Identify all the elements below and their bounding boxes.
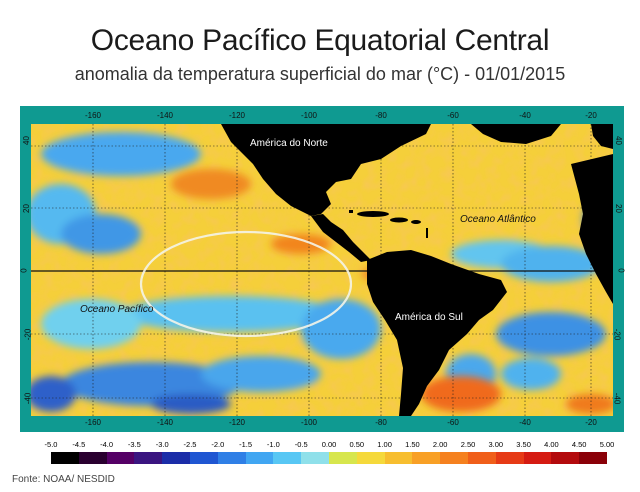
colorbar-tick-label: -5.0 [44,440,58,449]
colorbar-cell [189,452,218,464]
cool-anomaly-patches [31,132,613,414]
caribbean-islands [349,210,428,238]
lon-label-bottom: -160 [84,418,102,427]
highlight-ellipse [139,230,353,338]
lon-label-top: -120 [228,111,246,120]
colorbar-cell [551,452,580,464]
colorbar-cell [301,452,329,464]
page-subtitle: anomalia da temperatura superficial do m… [74,64,566,84]
lon-label-top: -80 [375,111,387,120]
colorbar-tick-label: -1.0 [266,440,280,449]
colorbar-cell [440,452,468,464]
colorbar [51,452,607,464]
label-atlantic-ocean: Oceano Atlântico [460,214,536,225]
colorbar-cell [579,452,607,464]
colorbar-cell [106,452,135,464]
source-credit: Fonte: NOAA/ NESDID [12,474,115,485]
label-south-america: América do Sul [395,312,463,323]
lon-label-bottom: -140 [156,418,174,427]
colorbar-tick-label: 4.50 [571,440,587,449]
lon-label-bottom: -120 [228,418,246,427]
lon-label-bottom: -80 [375,418,387,427]
label-pacific-ocean: Oceano Pacífico [80,304,154,315]
lat-label-left: 0 [19,268,29,273]
colorbar-cell [162,452,190,464]
colorbar-tick-label: -2.0 [211,440,225,449]
lon-label-bottom: -40 [519,418,531,427]
lat-label-right: 40 [614,136,624,145]
colorbar-tick-label: -2.5 [183,440,197,449]
lat-label-right: -20 [612,328,622,341]
colorbar-cell [467,452,496,464]
lon-label-top: -40 [519,111,531,120]
colorbar-cell [495,452,524,464]
colorbar-tick-label: 3.50 [516,440,531,449]
lon-label-top: -160 [84,111,102,120]
colorbar-cell [245,452,274,464]
lat-label-left: 20 [21,204,31,213]
north-america-landmass [221,124,431,216]
colorbar-tick-label: 4.00 [544,440,559,449]
central-america-landmass [311,214,371,262]
colorbar-cell [273,452,302,464]
greenland-landmass [471,124,561,144]
page-title: Oceano Pacífico Equatorial Central [90,24,550,57]
lat-label-right: 20 [614,204,624,213]
lon-label-top: -20 [585,111,597,120]
africa-landmass [571,154,613,304]
colorbar-tick-label: 1.50 [405,440,420,449]
colorbar-cell [412,452,441,464]
lon-label-bottom: -60 [447,418,459,427]
colorbar-tick-label: 1.00 [377,440,392,449]
colorbar-cell [134,452,163,464]
lat-label-left: 40 [21,136,31,145]
colorbar-tick-label: 3.00 [488,440,504,449]
colorbar-tick-label: 0.00 [321,440,337,449]
colorbar-cell [328,452,357,464]
lat-label-right: -40 [612,392,622,405]
colorbar-tick-label: -4.5 [72,440,86,449]
europe-landmass [591,124,613,149]
lon-label-top: -60 [447,111,459,120]
colorbar-cell [78,452,107,464]
colorbar-cell [384,452,413,464]
colorbar-tick-label: -3.5 [127,440,141,449]
colorbar-tick-label: 2.50 [460,440,476,449]
colorbar-tick-label: -4.0 [100,440,114,449]
map-plot-area [31,124,613,416]
lat-label-right: 0 [616,268,626,273]
colorbar-cell [356,452,385,464]
colorbar-tick-label: 2.00 [432,440,448,449]
lon-label-bottom: -20 [585,418,597,427]
colorbar-tick-label: -1.5 [239,440,253,449]
colorbar-tick-label: -0.5 [294,440,308,449]
colorbar-tick-label: 5.00 [599,440,615,449]
label-north-america: América do Norte [250,138,328,149]
south-america-landmass [367,250,507,416]
sst-anomaly-map: -160 -140 -120 -100 -80 -60 -40 -20 -160… [19,106,626,432]
lon-label-top: -140 [156,111,174,120]
sst-field [31,124,613,416]
colorbar-cell [217,452,246,464]
colorbar-tick-label: -3.0 [155,440,169,449]
lon-label-bottom: -100 [300,418,318,427]
lon-label-top: -100 [300,111,318,120]
colorbar-tick-label: 0.50 [349,440,365,449]
colorbar-cell [51,452,79,464]
colorbar-cell [523,452,552,464]
